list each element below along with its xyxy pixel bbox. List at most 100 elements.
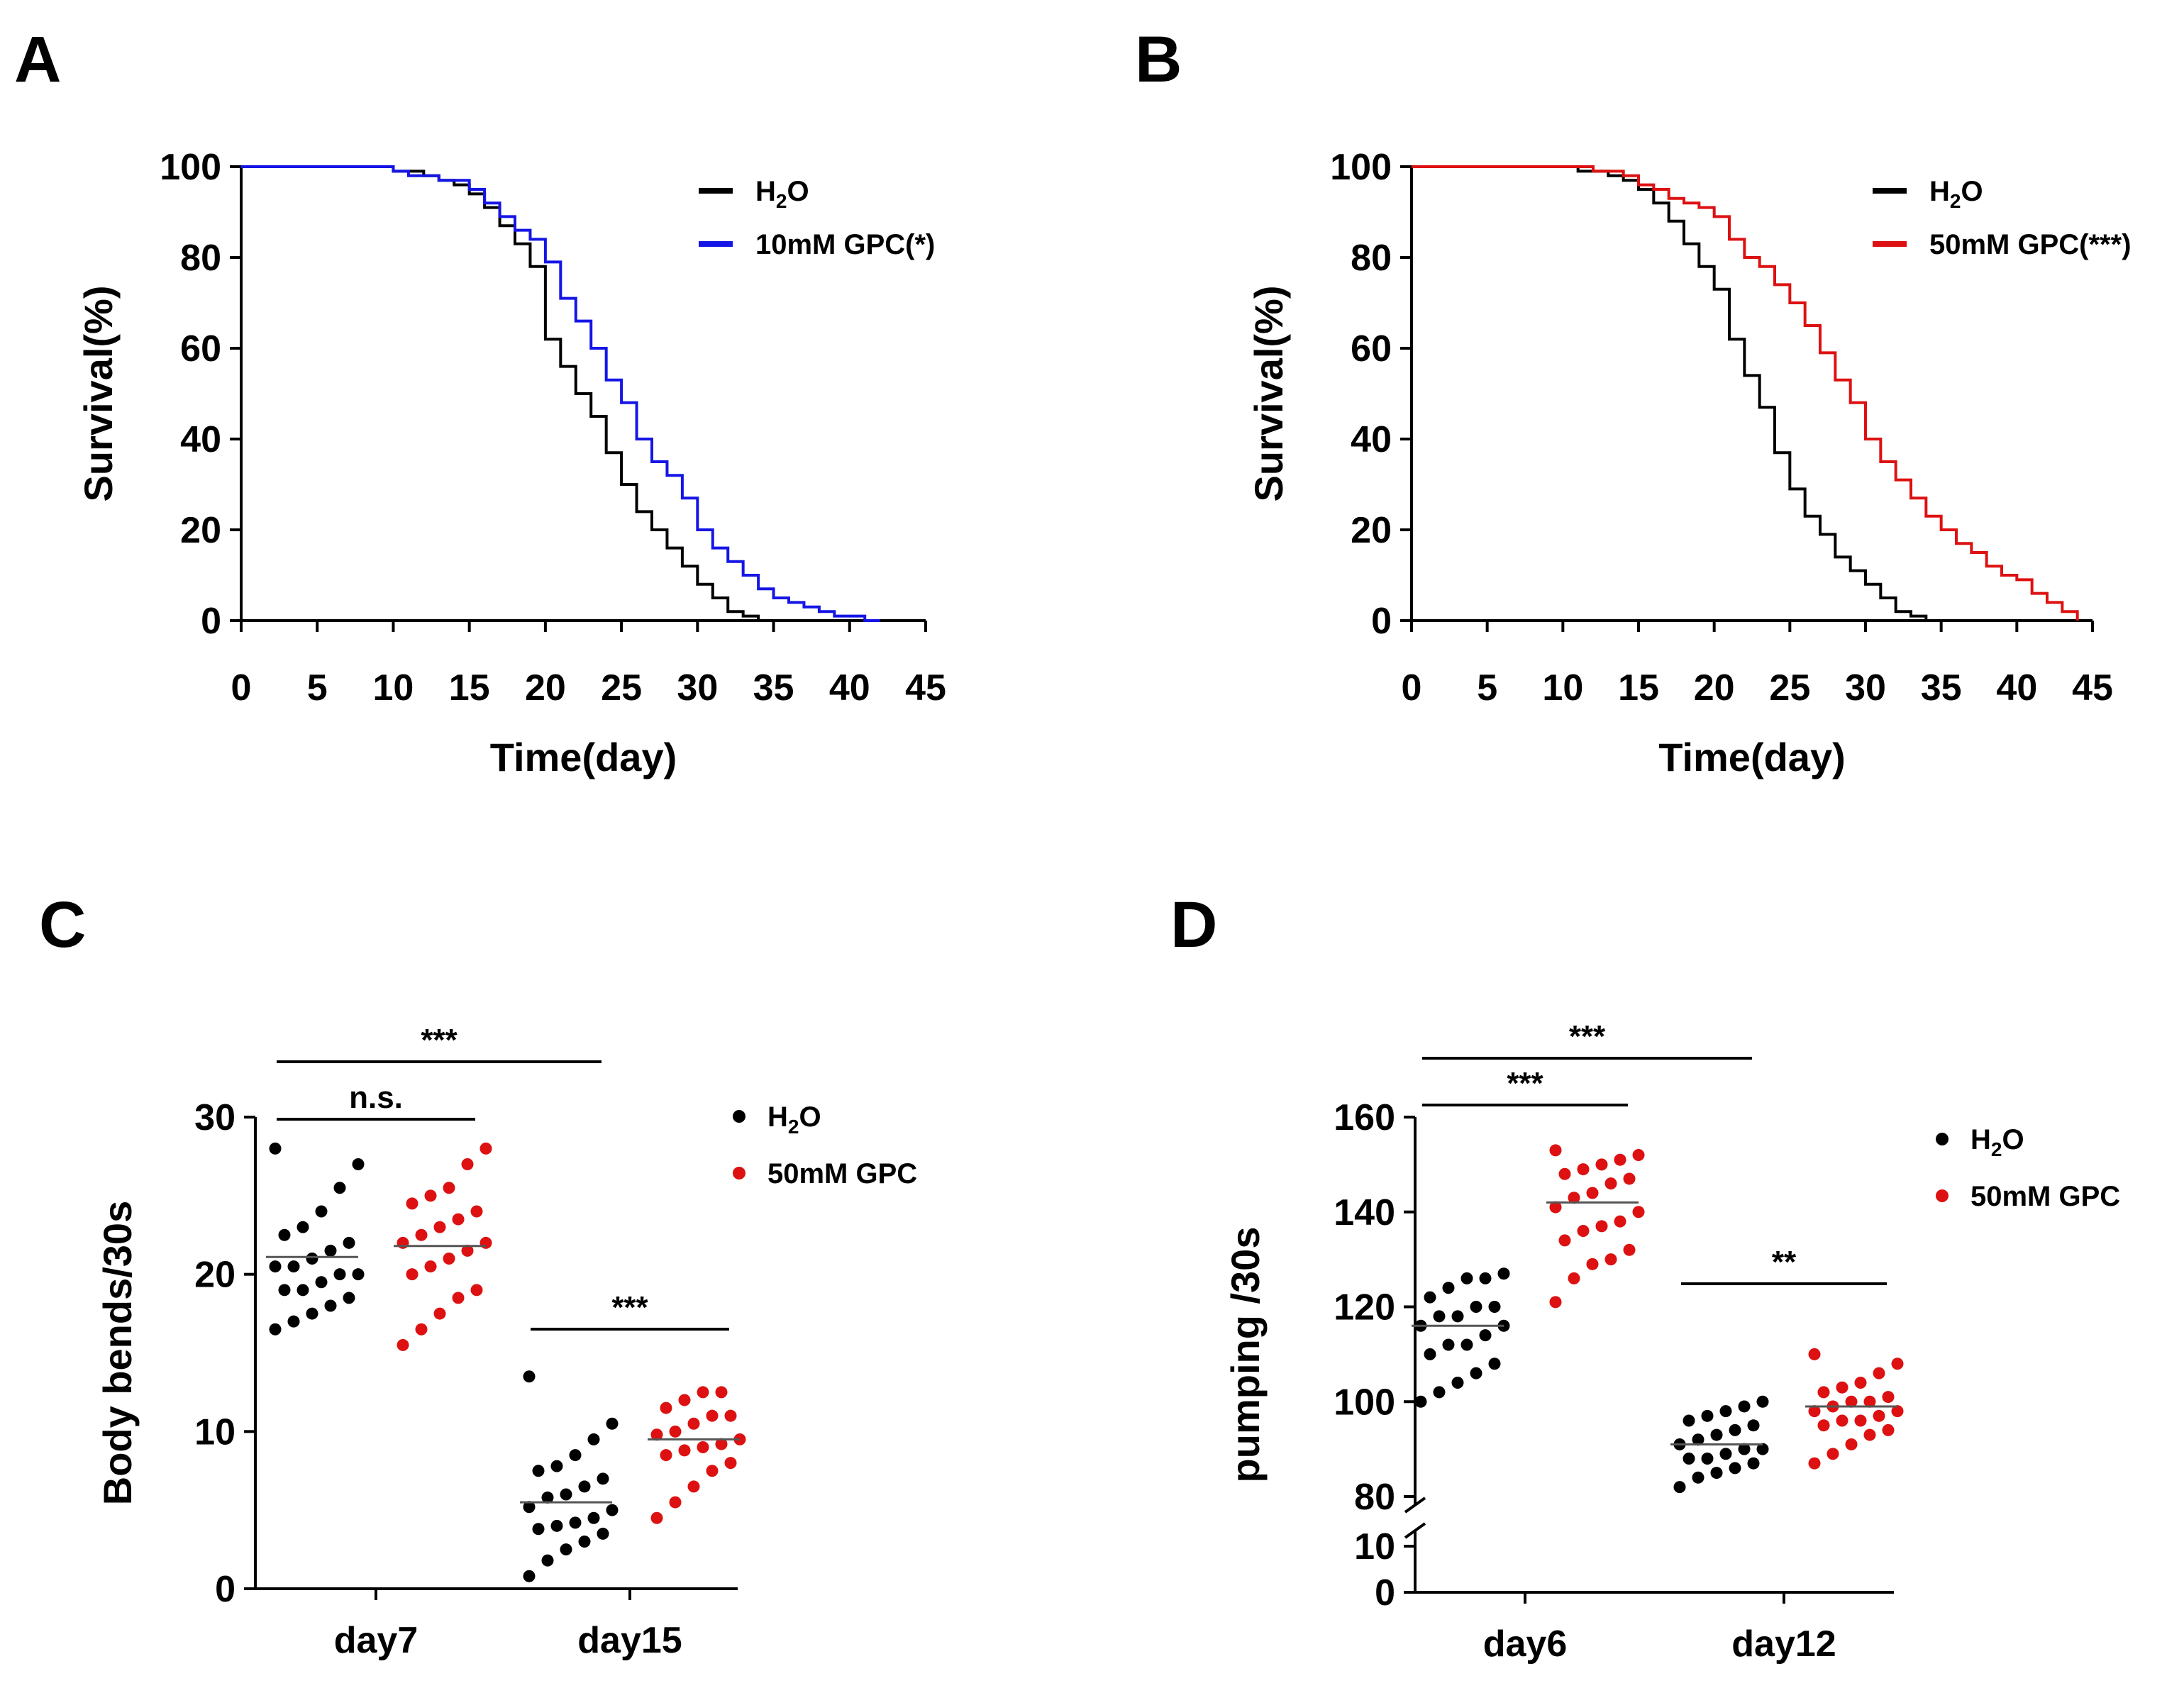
chart-c-y-axis-title: Body bends/30s [95,1201,140,1505]
chart-d-legend-label-0-sub: 2 [1991,1138,2002,1160]
chart-c-point-s0-g0 [269,1260,282,1273]
chart-a-legend-label-1-main: 10mM GPC(*) [755,229,935,260]
chart-d: 80 100 120 140 160 0 10 pumping /30s day6 day12 H2… [1223,1019,2120,1665]
chart-d-point-s1-g0 [1577,1163,1590,1176]
chart-c-point-s1-g0 [406,1197,418,1210]
chart-d-point-s0-g0 [1451,1377,1464,1389]
chart-c-point-s1-g0 [443,1253,455,1265]
chart-c-point-s0-g1 [569,1516,582,1529]
chart-d-point-s0-g1 [1756,1443,1769,1455]
chart-b-legend-label-0: H2O [1929,176,1983,212]
chart-d-point-s1-g1 [1882,1423,1895,1436]
chart-d-point-s1-g0 [1623,1243,1636,1256]
chart-d-point-s0-g0 [1488,1358,1501,1370]
chart-c-point-s0-g0 [287,1315,300,1328]
chart-d-point-s1-g1 [1845,1395,1858,1408]
panel-label-a: A [14,23,61,96]
chart-c-point-s0-g1 [541,1491,554,1504]
chart-a-x-tick-label: 30 [677,667,718,709]
chart-b-y-tick-label: 20 [1351,510,1392,551]
chart-c-point-s0-g1 [523,1501,536,1514]
chart-c-point-s0-g1 [597,1527,609,1540]
chart-c-point-s0-g0 [278,1228,291,1241]
chart-c-point-s0-g1 [578,1480,591,1493]
chart-b-x-tick-label: 5 [1477,667,1497,709]
chart-d-axis-break-mark [1404,1522,1426,1539]
chart-c-point-s1-g0 [470,1205,483,1218]
chart-d-point-s1-g0 [1623,1172,1636,1185]
chart-d-point-s1-g0 [1614,1153,1626,1166]
chart-d-point-s0-g1 [1710,1428,1723,1441]
chart-c-legend-marker-0 [733,1110,745,1123]
chart-c-point-s1-g0 [480,1142,492,1155]
chart-d-point-s0-g0 [1433,1310,1446,1323]
chart-c-point-s1-g0 [470,1284,483,1297]
chart-a-legend-label-0-tail: O [787,176,809,207]
chart-a-x-tick-label: 10 [373,667,414,709]
chart-d-point-s1-g0 [1558,1167,1571,1180]
chart-d-y-tick-label: 120 [1334,1287,1395,1328]
chart-d-point-s0-g0 [1479,1272,1492,1284]
chart-b-x-tick-label: 40 [1996,667,2037,709]
chart-d-y-tick-label: 140 [1334,1192,1395,1233]
chart-c-point-s1-g0 [406,1268,418,1281]
chart-c-point-s1-g1 [678,1394,691,1406]
chart-b-y-axis-title: Survival(%) [1246,286,1291,502]
chart-a-series-0-line [241,165,760,621]
chart-c-point-s1-g1 [706,1409,719,1422]
chart-b-x-tick-label: 45 [2072,667,2113,709]
chart-c-point-s0-g0 [324,1244,337,1257]
chart-d-point-s0-g1 [1683,1453,1695,1465]
chart-c-point-s0-g0 [333,1182,346,1194]
chart-a-x-tick-label: 15 [449,667,490,709]
chart-d-point-s0-g1 [1692,1471,1704,1484]
chart-a-x-tick-label: 35 [753,667,794,709]
chart-c-point-s0-g0 [315,1276,328,1289]
chart-d-y-axis-title: pumping /30s [1223,1227,1268,1483]
chart-d-point-s1-g1 [1836,1414,1848,1427]
chart-c-point-s1-g0 [433,1221,446,1233]
chart-d-point-s0-g0 [1424,1348,1436,1360]
chart-c-point-s1-g0 [461,1158,474,1170]
chart-c-x-tick-label: day7 [334,1620,418,1661]
chart-a-x-tick-label: 25 [601,667,642,709]
chart-b-x-tick-label: 0 [1402,667,1422,709]
chart-a-y-tick-label: 40 [180,419,221,460]
chart-c-point-s0-g0 [306,1253,318,1265]
chart-d-y-tick-label: 0 [1375,1572,1395,1614]
chart-d-point-s1-g0 [1632,1206,1645,1219]
chart-d-point-s1-g1 [1891,1405,1904,1418]
chart-d-point-s1-g1 [1808,1457,1821,1470]
chart-d-point-s1-g0 [1604,1177,1617,1190]
chart-b-x-tick-label: 25 [1769,667,1810,709]
chart-c-point-s1-g0 [397,1236,409,1249]
chart-d-point-s0-g0 [1442,1282,1455,1294]
chart-d-point-s1-g1 [1873,1367,1885,1380]
chart-d-point-s1-g0 [1595,1158,1608,1171]
chart-b-x-tick-label: 35 [1921,667,1962,709]
chart-a-legend-label-0-sub: 2 [776,190,787,212]
chart-c-legend-label-0-tail: O [799,1101,821,1133]
chart-d-point-s0-g0 [1460,1272,1473,1284]
chart-c-y-tick-label: 0 [215,1569,235,1610]
chart-d-point-s1-g1 [1854,1414,1867,1427]
chart-b-legend-label-1-main: 50mM GPC(***) [1929,229,2132,260]
chart-d-point-s0-g0 [1470,1367,1482,1380]
chart-d-y-tick-label: 10 [1354,1526,1395,1567]
chart-c-point-s1-g1 [660,1401,672,1414]
chart-c-point-s1-g1 [715,1438,728,1450]
chart-c-point-s0-g1 [532,1523,545,1536]
chart-c-point-s0-g1 [541,1554,554,1567]
chart-d-y-tick-label: 160 [1334,1097,1395,1138]
chart-c-point-s1-g1 [697,1386,709,1399]
chart-d-point-s1-g1 [1863,1395,1876,1408]
chart-d-point-s1-g0 [1549,1201,1562,1214]
chart-d-point-s1-g0 [1586,1187,1599,1199]
chart-d-significance-label: *** [1507,1066,1543,1101]
chart-c-point-s1-g0 [452,1213,465,1226]
chart-c-point-s0-g1 [532,1465,545,1477]
chart-c-point-s0-g1 [560,1543,572,1556]
chart-d-point-s0-g0 [1424,1291,1436,1304]
chart-c-point-s1-g1 [697,1441,709,1453]
